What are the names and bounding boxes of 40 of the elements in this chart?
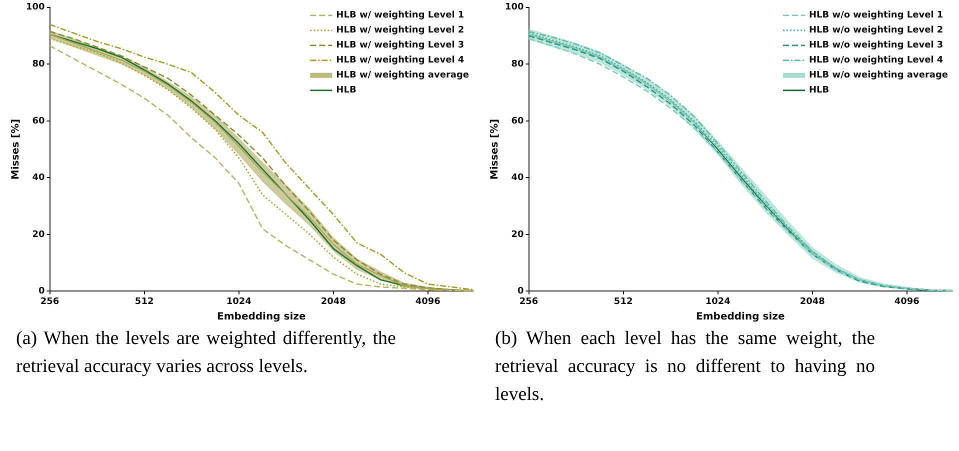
y-tick-label: 80 (32, 60, 45, 70)
legend-label: HLB (808, 86, 830, 96)
y-tick-label: 0 (518, 286, 524, 297)
legend-label: HLB (336, 86, 356, 96)
legend-label: HLB w/ weighting Level 2 (336, 26, 464, 36)
x-tick-label: 512 (134, 296, 154, 307)
y-tick-label: 60 (511, 116, 524, 126)
legend-label: HLB w/o weighting Level 1 (808, 10, 944, 21)
y-tick-label: 100 (26, 2, 45, 13)
legend-label: HLB w/o weighting Level 2 (808, 26, 944, 36)
text: (b) When each level has the same weight, the retrieval accuracy is no different to having no levels. (495, 327, 875, 407)
legend-label: HLB w/ weighting average (336, 70, 470, 81)
y-tick-label: 60 (32, 116, 45, 126)
x-axis-title: Embedding size (217, 312, 306, 323)
y-axis-title: Misses [%] (490, 118, 501, 180)
x-tick-label: 256 (40, 296, 60, 307)
legend-label: HLB w/ weighting Level 4 (336, 56, 464, 66)
x-tick-label: 2048 (800, 296, 825, 307)
x-tick-label: 4096 (415, 296, 440, 307)
y-tick-label: 40 (511, 173, 524, 184)
x-tick-label: 4096 (894, 296, 920, 307)
legend-label: HLB w/o weighting Level 4 (808, 56, 944, 66)
y-axis-title: Misses [%] (10, 118, 22, 180)
x-tick-label: 1024 (226, 296, 252, 307)
legend-label: HLB w/ weighting Level 1 (336, 10, 464, 21)
y-tick-label: 100 (504, 2, 524, 13)
x-tick-label: 1024 (705, 296, 730, 307)
legend-label: HLB w/ weighting Level 3 (336, 40, 464, 51)
y-tick-label: 20 (32, 230, 45, 240)
x-tick-label: 2048 (320, 296, 346, 307)
y-tick-label: 80 (511, 60, 524, 70)
legend-label: HLB w/o weighting average (808, 70, 948, 81)
x-tick-label: 512 (614, 296, 633, 307)
legend-label: HLB w/o weighting Level 3 (808, 40, 944, 51)
y-tick-label: 40 (32, 173, 45, 184)
y-tick-label: 20 (511, 230, 524, 240)
y-tick-label: 0 (38, 286, 45, 297)
text: (a) When the levels are weighted differently, the retrieval accuracy varies across levels. (16, 327, 396, 379)
x-axis-title: Embedding size (696, 312, 785, 323)
x-tick-label: 256 (519, 296, 538, 307)
